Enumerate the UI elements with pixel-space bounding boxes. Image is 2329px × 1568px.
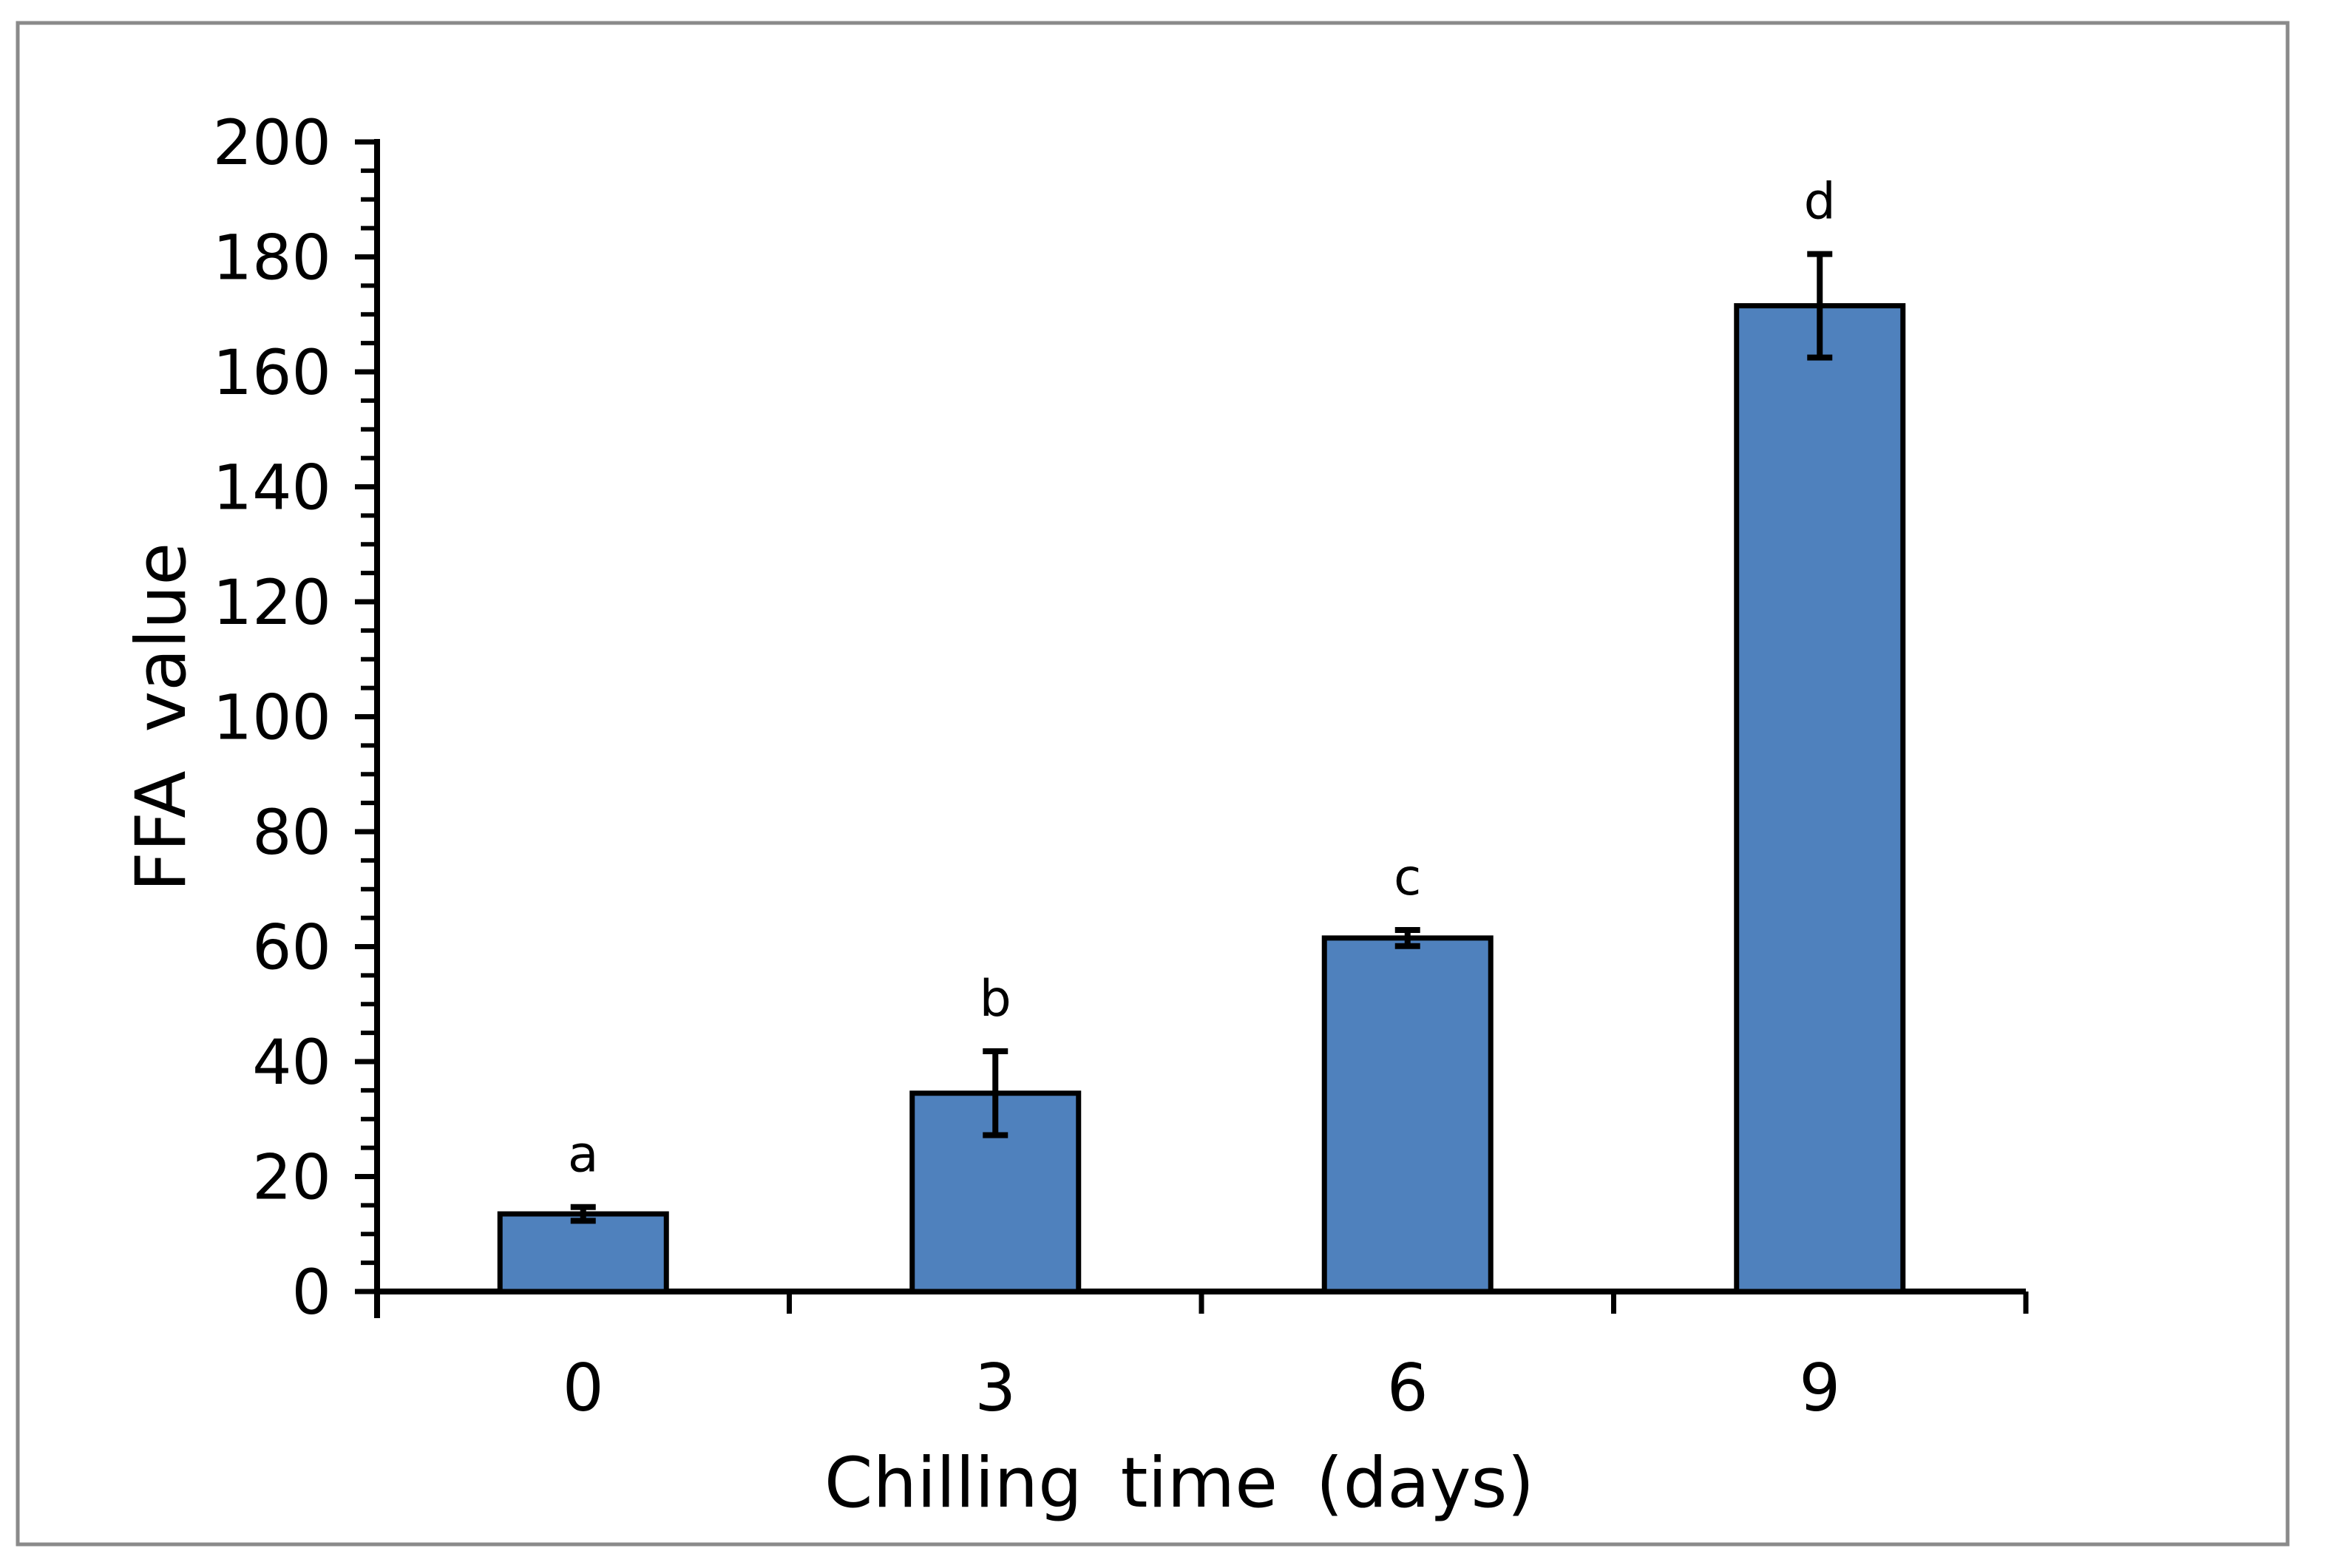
bar-6days xyxy=(1321,935,1494,1294)
y-tick-label-60: 60 xyxy=(252,912,331,984)
y-tick-label-180: 180 xyxy=(213,222,331,294)
sig-letter-b: b xyxy=(980,970,1011,1028)
y-tick-label-0: 0 xyxy=(292,1256,331,1328)
y-axis-title: FFA value xyxy=(121,543,202,892)
x-axis-title: Chilling time (days) xyxy=(824,1443,1534,1524)
sig-letter-a: a xyxy=(568,1126,599,1184)
y-tick-label-120: 120 xyxy=(213,566,331,639)
x-tick-label-6: 6 xyxy=(1387,1350,1428,1426)
figure-border xyxy=(16,21,2290,1547)
bar-9days xyxy=(1734,303,1906,1294)
y-tick-label-20: 20 xyxy=(252,1141,331,1214)
x-tick-label-0: 0 xyxy=(563,1350,604,1426)
x-tick-label-3: 3 xyxy=(974,1350,1016,1426)
y-tick-label-100: 100 xyxy=(213,682,331,754)
bar-0days xyxy=(497,1211,669,1294)
y-tick-label-200: 200 xyxy=(213,106,331,179)
x-tick-label-9: 9 xyxy=(1799,1350,1840,1426)
y-tick-label-40: 40 xyxy=(252,1026,331,1099)
y-tick-label-80: 80 xyxy=(252,796,331,869)
sig-letter-d: d xyxy=(1804,173,1836,231)
y-tick-label-140: 140 xyxy=(213,452,331,524)
y-tick-label-160: 160 xyxy=(213,336,331,409)
plot-area: 0 20 40 60 80 100 120 140 160 180 200 a 0 b 3 c 6 d 9 xyxy=(213,106,2029,1426)
sig-letter-c: c xyxy=(1394,849,1421,907)
